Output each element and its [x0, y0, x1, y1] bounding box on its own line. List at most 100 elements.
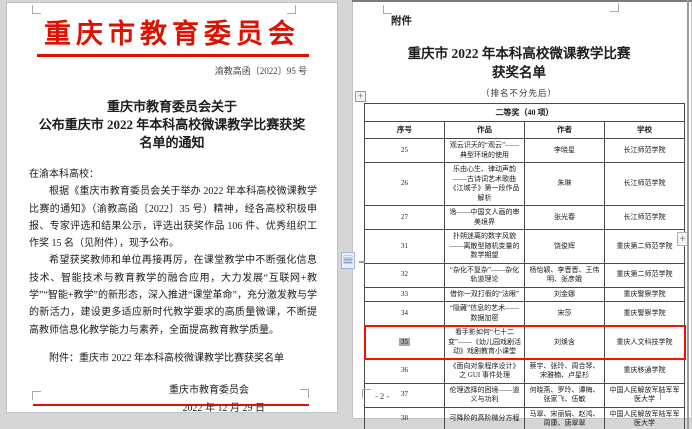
cell-school: 中国人民解放军陆军军医大学 [604, 382, 685, 408]
column-header-row: 序号 作品 作者 学校 [364, 121, 685, 139]
column-header-no: 序号 [364, 121, 445, 139]
cell-work-title: 可降阶的高阶微分方程 [444, 406, 525, 429]
notice-title-line: 名单的通知 [139, 135, 205, 150]
cell-work-title: “隐藏”信息的艺术——数据加密 [444, 301, 525, 326]
text-boundary-mark [32, 5, 41, 14]
text-boundary-mark [610, 3, 619, 12]
cell-school: 长江师范学院 [604, 205, 685, 230]
cell-school: 重庆人文科技学院 [604, 325, 685, 360]
award-list-page[interactable]: 附件 重庆市 2022 年本科高校微课教学比赛 获奖名单 （排名不分先后） + … [352, 0, 692, 429]
group-header-cell: 二等奖（40 项） [364, 103, 685, 122]
cell-work-title: 借你一双打假的“法眼” [444, 286, 525, 302]
award-list-title: 重庆市 2022 年本科高校微课教学比赛 获奖名单 [353, 44, 685, 82]
cell-author: 张光春 [524, 205, 605, 230]
cell-author: 杨怡颖、李晋晋、王伟明、张彦娥 [524, 262, 605, 288]
signature-agency: 重庆市教育委员会 [169, 385, 249, 397]
page-number: - 2 - [375, 391, 390, 401]
cell-author: 刘金娜 [524, 286, 605, 302]
cell-work-title: “杂化不复杂”——杂化轨道理论 [444, 262, 525, 288]
table-row[interactable]: 31 扑朔迷离的数字风貌——离散型随机变量的数学期望 饶俊辉 重庆第二师范学院 [364, 229, 685, 264]
cell-school: 长江师范学院 [604, 162, 685, 206]
header-red-rule [37, 54, 309, 57]
cell-school: 重庆第二师范学院 [604, 262, 685, 288]
table-row[interactable]: 27 逸——中国文人画的审美境界 张光春 长江师范学院 [364, 205, 685, 230]
table-row[interactable]: 35 看手影如何“七十二变”——《幼儿园戏剧活动》戏剧教育小课堂 刘焕含 重庆人… [363, 324, 686, 360]
cell-serial: 27 [364, 205, 445, 230]
cell-work-title: 观云识天的“观云”——典型环境的使用 [444, 138, 525, 163]
table-row[interactable]: 25 观云识天的“观云”——典型环境的使用 李晓星 长江师范学院 [364, 138, 685, 163]
notice-title: 重庆市教育委员会关于 公布重庆市 2022 年本科高校微课教学比赛获奖 名单的通… [7, 98, 337, 152]
cell-work-title: 伦理选择的困境——道义与功利 [444, 382, 525, 408]
agency-header: 重庆市教育委员会 [44, 19, 300, 49]
cell-author: 朱琳 [524, 162, 605, 206]
cell-school: 重庆警察学院 [604, 301, 685, 326]
cell-author: 何晓燕、罗玲、谭梅、张家飞、伍敏 [524, 382, 605, 408]
award-list-title-line: 重庆市 2022 年本科高校微课教学比赛 [407, 46, 631, 61]
cell-serial: 25 [364, 138, 445, 163]
cell-author: 宋莎 [524, 301, 605, 326]
column-header-author: 作者 [524, 121, 605, 139]
column-header-work: 作品 [444, 121, 525, 139]
body-paragraph: 希望获奖教师和单位再接再厉，在课堂教学中不断强化信息技术、智能技术与教育教学的融… [29, 255, 317, 336]
cell-work-title: 看手影如何“七十二变”——《幼儿园戏剧活动》戏剧教育小课堂 [444, 325, 525, 360]
cell-serial: 36 [364, 358, 445, 384]
body-paragraph: 根据《重庆市教育委员会关于举办 2022 年本科高校微课教学比赛的通知》（渝教高… [29, 186, 317, 250]
table-move-handle[interactable]: + [355, 91, 366, 102]
cell-author: 蔡宇、张玲、周合琴、宋雅楠、卢星杉 [524, 358, 605, 384]
table-row[interactable]: 26 乐由心生、律动声韵——古诗词艺术歌曲《江城子》第一段作品解析 朱琳 长江师… [364, 162, 685, 206]
salutation: 在渝本科高校： [29, 169, 99, 180]
cell-school: 重庆警察学院 [604, 286, 685, 302]
cell-author: 刘焕含 [524, 325, 605, 360]
signature-block: 重庆市教育委员会 2022 年 12 月 29 日 [29, 382, 317, 417]
cell-serial: 35 [364, 325, 445, 360]
table-row[interactable]: 38 可降阶的高阶微分方程 马翠、宋丽娟、赵鸿、周康、唐翠翠 中国人民解放军陆军… [364, 406, 685, 429]
cell-work-title: 《面向对象程序设计》之 GUI 事件处理 [444, 358, 525, 384]
cell-work-title: 乐由心生、律动声韵——古诗词艺术歌曲《江城子》第一段作品解析 [444, 162, 525, 206]
cell-school: 重庆移通学院 [604, 358, 685, 384]
window-top-edge [352, 0, 692, 2]
column-header-school: 学校 [604, 121, 685, 139]
cell-author: 马翠、宋丽娟、赵鸿、周康、唐翠翠 [524, 406, 605, 429]
cell-school: 长江师范学院 [604, 138, 685, 163]
cell-serial: 34 [364, 301, 445, 326]
gutter-dash-icon [359, 261, 365, 263]
attachment-label: 附件 [391, 16, 412, 27]
table-row[interactable]: 33 借你一双打假的“法眼” 刘金娜 重庆警察学院 [364, 286, 685, 302]
window-right-edge [687, 0, 689, 429]
text-boundary-mark [32, 391, 41, 400]
cell-work-title: 逸——中国文人画的审美境界 [444, 205, 525, 230]
notice-body: 在渝本科高校： 根据《重庆市教育委员会关于举办 2022 年本科高校微课教学比赛… [29, 166, 317, 417]
notice-title-line: 重庆市教育委员会关于 [106, 99, 237, 114]
table-row[interactable]: 37 伦理选择的困境——道义与功利 何晓燕、罗玲、谭梅、张家飞、伍敏 中国人民解… [364, 382, 685, 408]
cell-serial: 26 [364, 162, 445, 206]
group-header-row: 二等奖（40 项） [364, 103, 685, 122]
cell-work-title: 扑朔迷离的数字风貌——离散型随机变量的数学期望 [444, 229, 525, 264]
cell-author: 饶俊辉 [524, 229, 605, 264]
cell-school: 重庆第二师范学院 [604, 229, 685, 264]
cell-serial: 38 [364, 406, 445, 429]
award-list-title-line: 获奖名单 [492, 65, 546, 80]
footer-red-rule [33, 403, 309, 406]
attachment-line: 附件：重庆市 2022 年本科高校微课教学比赛获奖名单 [49, 352, 284, 364]
table-row[interactable]: 32 “杂化不复杂”——杂化轨道理论 杨怡颖、李晋晋、王伟明、张彦娥 重庆第二师… [364, 262, 685, 288]
cell-author: 李晓星 [524, 138, 605, 163]
notice-page[interactable]: 重庆市教育委员会 渝教高函〔2022〕95 号 重庆市教育委员会关于 公布重庆市… [6, 2, 338, 414]
text-boundary-mark [362, 389, 371, 398]
text-boundary-mark [287, 5, 296, 14]
cell-serial: 31 [364, 229, 445, 264]
table-row[interactable]: 34 “隐藏”信息的艺术——数据加密 宋莎 重庆警察学院 [364, 301, 685, 326]
cell-serial: 32 [364, 262, 445, 288]
doc-number: 渝教高函〔2022〕95 号 [214, 66, 307, 76]
notice-title-line: 公布重庆市 2022 年本科高校微课教学比赛获奖 [38, 117, 306, 132]
ranking-note: （排名不分先后） [480, 88, 557, 98]
award-table-body: 25 观云识天的“观云”——典型环境的使用 李晓星 长江师范学院 26 乐由心生… [363, 138, 686, 429]
cell-serial: 33 [364, 286, 445, 302]
signature-date: 2022 年 12 月 29 日 [182, 402, 266, 414]
text-boundary-mark [300, 389, 309, 398]
table-row[interactable]: 36 《面向对象程序设计》之 GUI 事件处理 蔡宇、张玲、周合琴、宋雅楠、卢星… [364, 358, 685, 384]
cell-school: 中国人民解放军陆军军医大学 [604, 406, 685, 429]
paste-options-icon[interactable] [341, 252, 355, 269]
award-table: 二等奖（40 项） 序号 作品 作者 学校 25 观云识天的“观云”——典型环境… [363, 103, 686, 429]
text-boundary-mark [383, 5, 392, 14]
